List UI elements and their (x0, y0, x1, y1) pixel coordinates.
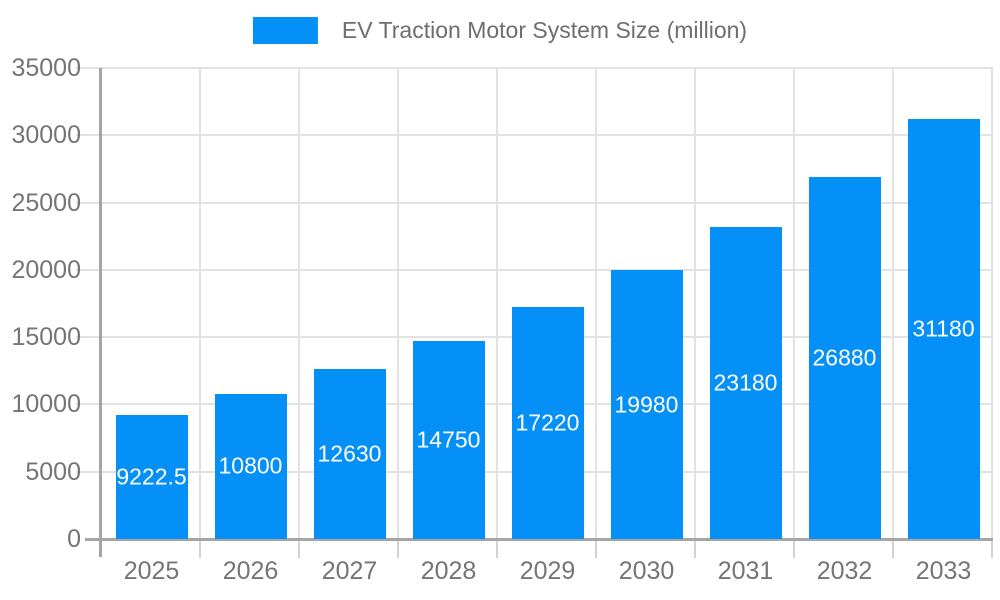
bar[interactable]: 17220 (511, 307, 584, 539)
y-axis-tick-label: 25000 (11, 188, 81, 217)
x-gridline (694, 68, 696, 539)
x-axis-tick (298, 540, 300, 558)
x-axis-tick-label: 2025 (123, 557, 180, 585)
x-axis-tick-label: 2030 (618, 557, 675, 585)
x-axis-tick (199, 540, 201, 558)
x-axis-tick-label: 2032 (816, 557, 873, 585)
bar[interactable]: 14750 (412, 340, 485, 539)
y-axis-tick-label: 15000 (11, 323, 81, 352)
bar[interactable]: 19980 (610, 270, 683, 539)
x-axis-tick-label: 2026 (222, 557, 279, 585)
x-axis-tick (694, 540, 696, 558)
bar[interactable]: 31180 (907, 119, 980, 539)
x-axis-tick (991, 540, 993, 558)
legend-item[interactable]: EV Traction Motor System Size (million) (252, 17, 748, 44)
y-gridline (76, 201, 993, 204)
x-axis-tick (397, 540, 399, 558)
y-axis-tick-label: 10000 (11, 390, 81, 419)
bar-value-label: 9222.5 (116, 463, 187, 490)
y-gridline (76, 134, 993, 137)
x-axis-tick (496, 540, 498, 558)
bar[interactable]: 23180 (709, 227, 782, 539)
bar[interactable]: 9222.5 (115, 414, 188, 539)
bar-value-label: 14750 (416, 426, 481, 453)
bar-value-label: 17220 (515, 409, 580, 436)
bar[interactable]: 26880 (808, 177, 881, 539)
x-gridline (496, 68, 498, 539)
x-gridline (298, 68, 300, 539)
x-gridline (892, 68, 894, 539)
x-axis-tick-label: 2028 (420, 557, 477, 585)
bar-value-label: 23180 (713, 369, 778, 396)
x-gridline (793, 68, 795, 539)
x-axis-tick-label: 2031 (717, 557, 774, 585)
y-axis-tick-label: 30000 (11, 121, 81, 150)
bar-value-label: 31180 (912, 315, 975, 342)
x-gridline (991, 68, 993, 539)
y-axis-tick-label: 0 (67, 525, 81, 553)
bar[interactable]: 10800 (214, 393, 287, 539)
x-axis-tick-label: 2033 (915, 557, 972, 585)
y-axis-line (99, 68, 102, 557)
bar-value-label: 12630 (317, 440, 382, 467)
x-gridline (595, 68, 597, 539)
bar-value-label: 10800 (218, 452, 283, 479)
x-axis-tick (892, 540, 894, 558)
x-axis-tick (793, 540, 795, 558)
y-gridline (76, 268, 993, 271)
legend-label: EV Traction Motor System Size (million) (341, 17, 748, 43)
bar-value-label: 26880 (812, 344, 877, 371)
bar[interactable]: 12630 (313, 369, 386, 539)
y-gridline (76, 67, 993, 69)
y-axis-tick-label: 35000 (11, 54, 81, 82)
x-axis-tick (595, 540, 597, 558)
y-axis-tick-label: 20000 (11, 255, 81, 284)
x-gridline (397, 68, 399, 539)
x-axis-tick-label: 2027 (321, 557, 378, 585)
bar-value-label: 19980 (614, 391, 679, 418)
x-gridline (199, 68, 201, 539)
x-axis-tick-label: 2029 (519, 557, 576, 585)
x-axis-line (85, 538, 993, 541)
legend-swatch-icon (252, 17, 318, 44)
y-axis-tick-label: 5000 (25, 457, 81, 486)
